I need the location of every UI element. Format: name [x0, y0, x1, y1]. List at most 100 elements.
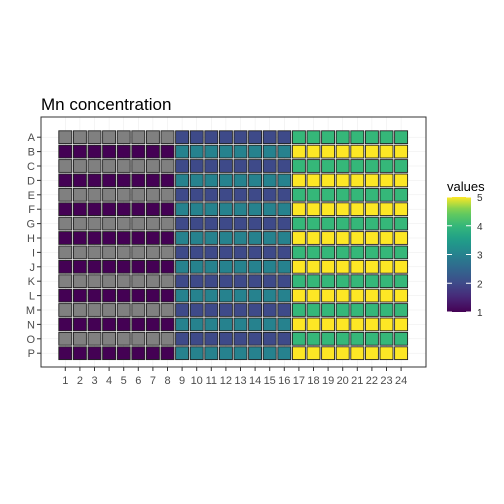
heatmap-cell [379, 144, 394, 159]
heatmap-cell [277, 274, 292, 289]
x-tick-label: 23 [380, 375, 392, 387]
y-tick-label: D [27, 175, 35, 187]
heatmap-cell [321, 173, 336, 188]
heatmap-cell [116, 231, 131, 245]
heatmap-cell [379, 231, 394, 245]
heatmap-cell [189, 173, 204, 188]
heatmap-cell [58, 144, 73, 159]
x-tick-label: 5 [121, 375, 127, 387]
heatmap-cell [335, 245, 350, 260]
y-tick-label: J [30, 262, 36, 274]
heatmap-cell [306, 331, 321, 346]
heatmap-cell [277, 317, 292, 332]
heatmap-cell [321, 144, 336, 159]
heatmap-cell [233, 130, 248, 145]
heatmap-cell [145, 331, 160, 346]
heatmap-cell [72, 216, 87, 231]
heatmap-cell [204, 331, 219, 346]
heatmap-cell [218, 187, 233, 202]
heatmap-cell [102, 346, 117, 361]
heatmap-cell [277, 245, 292, 260]
heatmap-cell [160, 259, 175, 274]
heatmap-cell [204, 245, 219, 260]
heatmap-cell [145, 187, 160, 202]
heatmap-cell [160, 288, 175, 303]
heatmap-cell [72, 144, 87, 159]
heatmap-cell [58, 173, 73, 188]
heatmap-cell [175, 245, 190, 260]
heatmap-cell [277, 173, 292, 188]
heatmap-cell [306, 274, 321, 289]
heatmap-cell [102, 331, 117, 346]
heatmap-cell [58, 159, 73, 173]
heatmap-cell [306, 231, 321, 245]
legend-tick-label: 3 [477, 251, 483, 262]
heatmap-cell [379, 187, 394, 202]
heatmap-cell [350, 187, 365, 202]
heatmap-cell [248, 159, 263, 173]
heatmap-cell [116, 274, 131, 289]
heatmap-cell [175, 130, 190, 145]
heatmap-cell [394, 216, 409, 231]
heatmap-cell [291, 159, 306, 173]
heatmap-cell [262, 331, 277, 346]
heatmap-cell [335, 173, 350, 188]
heatmap-cell [248, 331, 263, 346]
heatmap-cell [306, 159, 321, 173]
heatmap-cell [394, 274, 409, 289]
heatmap-cell [87, 159, 102, 173]
heatmap-cell [350, 144, 365, 159]
heatmap-cell [248, 288, 263, 303]
heatmap-cell [189, 187, 204, 202]
x-tick-label: 22 [366, 375, 378, 387]
x-tick-label: 2 [77, 375, 83, 387]
heatmap-cell [116, 245, 131, 260]
heatmap-cell [189, 159, 204, 173]
heatmap-cell [379, 317, 394, 332]
heatmap-cell [233, 346, 248, 361]
heatmap-cell [72, 231, 87, 245]
heatmap-cell [72, 259, 87, 274]
heatmap-cell [291, 303, 306, 317]
heatmap-cell [102, 187, 117, 202]
heatmap-cell [335, 331, 350, 346]
heatmap-cell [131, 159, 146, 173]
heatmap-cell [189, 331, 204, 346]
heatmap-cell [218, 274, 233, 289]
heatmap-cell [394, 259, 409, 274]
y-tick-label: E [28, 190, 35, 202]
heatmap-cell [262, 288, 277, 303]
panel-border [40, 116, 427, 368]
heatmap-cell [204, 317, 219, 332]
heatmap-cell [306, 303, 321, 317]
heatmap-cell [102, 317, 117, 332]
heatmap-cell [335, 274, 350, 289]
heatmap-cell [306, 317, 321, 332]
heatmap-cell [277, 202, 292, 217]
heatmap-cell [291, 259, 306, 274]
heatmap-cell [262, 245, 277, 260]
heatmap-cell [175, 346, 190, 361]
legend-tick-label: 4 [477, 222, 483, 233]
x-tick-label: 14 [249, 375, 261, 387]
heatmap-cell [204, 130, 219, 145]
heatmap-cell [262, 317, 277, 332]
heatmap-cell [321, 331, 336, 346]
heatmap-cell [364, 317, 379, 332]
heatmap-cell [58, 259, 73, 274]
heatmap-cell [233, 202, 248, 217]
heatmap-cell [350, 331, 365, 346]
heatmap-cell [321, 288, 336, 303]
heatmap-cell [160, 202, 175, 217]
heatmap-cell [58, 317, 73, 332]
heatmap-cell [262, 159, 277, 173]
heatmap-cells [58, 130, 409, 361]
heatmap-cell [291, 231, 306, 245]
heatmap-cell [175, 331, 190, 346]
heatmap-cell [218, 245, 233, 260]
heatmap-cell [394, 331, 409, 346]
x-tick-label: 10 [191, 375, 203, 387]
heatmap-cell [364, 274, 379, 289]
heatmap-cell [321, 216, 336, 231]
